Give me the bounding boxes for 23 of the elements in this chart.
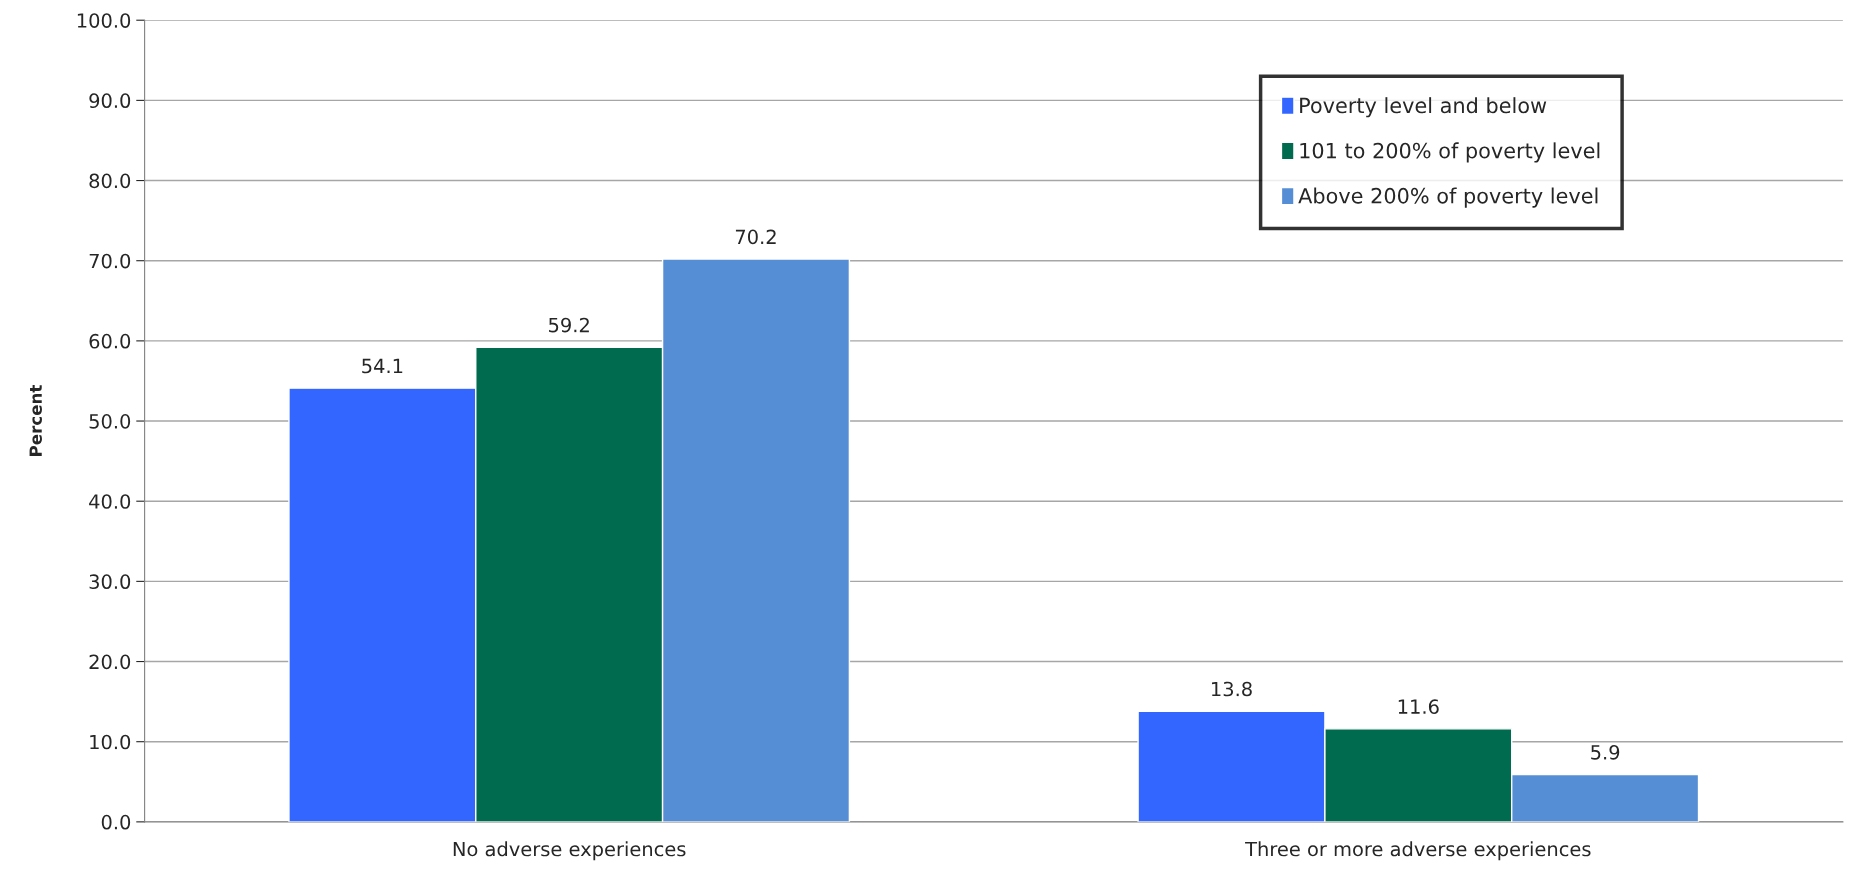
- y-tick-label: 100.0: [77, 13, 131, 28]
- data-label: 54.1: [362, 358, 403, 374]
- y-tick-label: 40.0: [89, 494, 131, 509]
- data-label: 70.2: [735, 229, 776, 245]
- y-tick-label: 60.0: [89, 333, 131, 349]
- legend-label: Above 200% of poverty level: [1298, 187, 1598, 208]
- y-tick-label: 50.0: [89, 414, 131, 429]
- x-tick-label: Three or more adverse experiences: [1245, 841, 1591, 861]
- x-tick-label: No adverse experiences: [453, 841, 686, 861]
- y-tick-label: 90.0: [89, 93, 131, 109]
- legend-label: Poverty level and below: [1300, 97, 1547, 118]
- y-tick-label: 30.0: [89, 574, 131, 590]
- legend-label: 101 to 200% of poverty level: [1300, 142, 1600, 163]
- data-label: 11.6: [1398, 699, 1439, 714]
- data-label: 13.8: [1211, 681, 1252, 697]
- y-tick-label: 0.0: [101, 814, 131, 830]
- y-tick-label: 70.0: [89, 253, 131, 269]
- data-label: 59.2: [549, 317, 589, 333]
- y-tick-label: 80.0: [89, 173, 131, 189]
- y-axis-title: Percent: [29, 385, 42, 456]
- data-label: 5.9: [1591, 744, 1620, 760]
- y-tick-label: 10.0: [90, 734, 131, 750]
- y-tick-label: 20.0: [89, 654, 131, 670]
